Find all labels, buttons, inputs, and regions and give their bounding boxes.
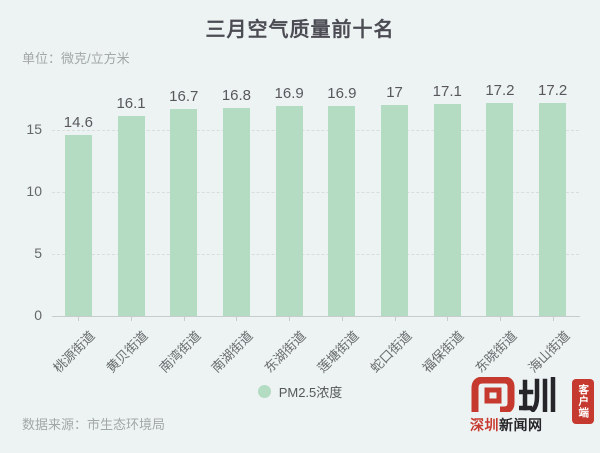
shenzhen-news-logo: 客户端 深圳新闻网 [470,375,594,439]
x-axis-tick [289,317,291,321]
x-category-label-text: 东晓街道 [472,328,520,376]
bar [328,106,356,316]
data-source: 数据来源：市生态环境局 [22,417,166,432]
bar-value-label: 16.9 [274,85,304,102]
x-category-label-text: 东湖街道 [261,328,309,376]
x-category-label-text: 福保街道 [419,328,467,376]
bar-value-label: 16.7 [169,88,199,105]
x-axis-tick [552,317,554,321]
bar-value-label: 14.6 [63,114,93,131]
logo-client-seal: 客户端 [572,379,594,424]
logo-caption-news: 新闻网 [499,417,543,433]
y-tick-label: 15 [26,121,42,137]
legend-marker-icon [257,385,271,398]
gridline [52,130,579,131]
bar-value-label: 16.9 [327,85,357,102]
x-axis-tick [78,317,80,321]
x-category-label-text: 南湖街道 [208,328,257,376]
logo-caption-shenzhen: 深圳 [470,417,499,433]
bar [275,106,303,316]
bar [222,108,250,316]
y-tick-label: 5 [34,245,42,261]
logo-caption: 深圳新闻网 [470,415,543,435]
x-axis-tick [394,317,396,321]
bar [170,109,198,316]
x-category-label-text: 南湾街道 [156,328,204,376]
y-tick-label: 10 [26,183,42,199]
x-axis-tick [447,317,449,321]
x-axis-tick [236,317,238,321]
x-category-label-text: 蛇口街道 [366,328,415,376]
x-axis-tick [499,317,501,321]
x-axis-tick [131,317,133,321]
logo-zhen-glyph-icon [517,376,556,417]
x-category-label-text: 海山街道 [524,328,573,376]
x-category-label-text: 黄贝街道 [103,328,151,376]
y-tick-label: 0 [34,307,42,323]
legend-label: PM2.5浓度 [278,385,343,400]
bar-value-label: 17.2 [485,82,515,99]
logo-seal-text: 客户端 [577,384,590,419]
logo-jian-glyph-icon [470,376,516,417]
bar-value-label: 17.2 [538,82,568,99]
x-category-label-text: 莲塘街道 [314,328,362,376]
bar-value-label: 16.1 [116,95,146,112]
unit-label: 单位：微克/立方米 [22,51,130,66]
x-axis-tick [341,317,343,321]
bar [117,116,145,316]
bar [433,104,461,316]
bar [486,103,514,316]
legend: PM2.5浓度 [0,382,600,401]
chart-title: 三月空气质量前十名 [205,19,395,41]
gridline [52,254,579,255]
x-axis-tick [183,317,185,321]
bar [64,135,92,316]
bar-value-label: 17 [386,84,403,101]
bar-value-label: 16.8 [221,87,252,104]
bar-value-label: 17.1 [432,83,462,100]
bar [539,103,567,316]
bar [381,105,409,316]
x-category-label-text: 桃源街道 [50,328,99,376]
x-axis-line [52,316,580,317]
gridline [52,192,579,193]
